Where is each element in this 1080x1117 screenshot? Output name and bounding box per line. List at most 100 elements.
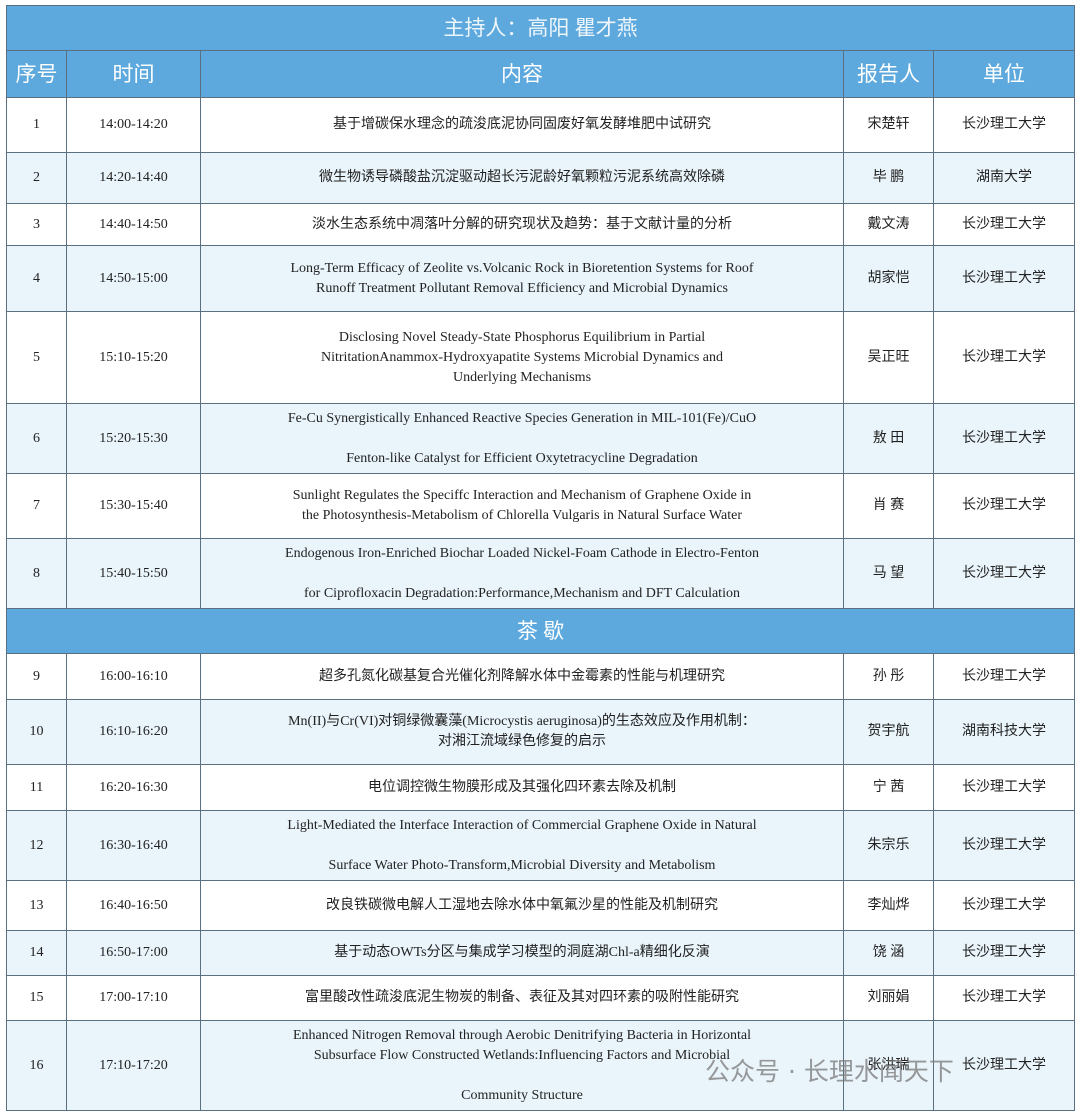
schedule-table: 主持人：高阳 瞿才燕 序号 时间 内容 报告人 单位 1 14:00-14:20 基于增碳保水理…	[5, 5, 1076, 1111]
table-cell: 张洪瑞	[843, 1020, 934, 1111]
table-row: 14 16:50-17:00 基于动态OWTs分区与集成学习模型的洞庭湖Chl-a精…	[6, 930, 1076, 976]
column-header: 内容	[200, 50, 844, 98]
table-cell: 敖 田	[843, 403, 934, 474]
table-cell: 马 望	[843, 538, 934, 609]
table-cell: 15:40-15:50	[66, 538, 201, 609]
table-cell: 宋楚轩	[843, 97, 934, 153]
table-cell: 16:40-16:50	[66, 880, 201, 931]
table-title: 主持人：高阳 瞿才燕	[5, 5, 1076, 51]
table-cell: 16:50-17:00	[66, 930, 201, 976]
table-cell: 饶 涵	[843, 930, 934, 976]
table-cell: 14:00-14:20	[66, 97, 201, 153]
table-cell: 4	[6, 245, 67, 312]
table-cell: 16:30-16:40	[66, 810, 201, 881]
table-cell: Disclosing Novel Steady-State Phosphorus…	[200, 311, 844, 404]
table-cell: 长沙理工大学	[932, 1020, 1076, 1111]
table-cell: 长沙理工大学	[932, 245, 1076, 312]
table-cell: 2	[6, 152, 67, 204]
table-cell: 15:30-15:40	[66, 473, 201, 539]
table-cell: Sunlight Regulates the Speciffc Interact…	[200, 473, 844, 539]
table-cell: 孙 彤	[843, 653, 934, 700]
table-cell: 3	[6, 203, 67, 246]
table-cell: 15:20-15:30	[66, 403, 201, 474]
table-cell: 17:00-17:10	[66, 975, 201, 1021]
table-cell: 富里酸改性疏浚底泥生物炭的制备、表征及其对四环素的吸附性能研究	[200, 975, 844, 1021]
table-row: 1 14:00-14:20 基于增碳保水理念的疏浚底泥协同固废好氧发酵堆肥中试研究宋…	[6, 97, 1076, 153]
table-cell: 13	[6, 880, 67, 931]
table-cell: 李灿烨	[843, 880, 934, 931]
table-row: 7 15:30-15:40 Sunlight Regulates the Speci…	[6, 473, 1076, 539]
table-cell: 11	[6, 764, 67, 811]
table-cell: 长沙理工大学	[932, 880, 1076, 931]
table-row: 12 16:30-16:40 Light-Mediated the Interfac…	[6, 810, 1076, 881]
table-cell: 14:20-14:40	[66, 152, 201, 204]
table-cell: 10	[6, 699, 67, 765]
table-cell: 长沙理工大学	[932, 810, 1076, 881]
table-row: 16 17:10-17:20 Enhanced Nitrogen Removal t…	[6, 1020, 1076, 1111]
table-cell: 7	[6, 473, 67, 539]
column-header: 时间	[66, 50, 201, 98]
table-cell: 胡家恺	[843, 245, 934, 312]
table-row: 5 15:10-15:20 Disclosing Novel Steady-Stat…	[6, 311, 1076, 404]
column-header: 报告人	[843, 50, 934, 98]
table-cell: Mn(II)与Cr(VI)对铜绿微囊藻(Microcystis aerugino…	[200, 699, 844, 765]
column-header: 单位	[932, 50, 1076, 98]
table-cell: 刘丽娟	[843, 975, 934, 1021]
table-row: 6 15:20-15:30 Fe-Cu Synergistically Enhanc…	[6, 403, 1076, 474]
table-cell: 基于增碳保水理念的疏浚底泥协同固废好氧发酵堆肥中试研究	[200, 97, 844, 153]
table-cell: 长沙理工大学	[932, 473, 1076, 539]
table-cell: 17:10-17:20	[66, 1020, 201, 1111]
table-cell: 16:00-16:10	[66, 653, 201, 700]
table-cell: 9	[6, 653, 67, 700]
table-cell: 长沙理工大学	[932, 311, 1076, 404]
table-cell: 1	[6, 97, 67, 153]
table-row: 10 16:10-16:20 Mn(II)与Cr(VI)对铜绿微囊藻(Microcy…	[6, 699, 1076, 765]
table-cell: 朱宗乐	[843, 810, 934, 881]
table-cell: 戴文涛	[843, 203, 934, 246]
table-cell: 8	[6, 538, 67, 609]
table-cell: 毕 鹏	[843, 152, 934, 204]
break-row: 茶 歇	[5, 608, 1076, 654]
table-cell: 超多孔氮化碳基复合光催化剂降解水体中金霉素的性能与机理研究	[200, 653, 844, 700]
table-cell: 6	[6, 403, 67, 474]
table-cell: 长沙理工大学	[932, 930, 1076, 976]
watermark: 公众号 · 长理水闻天下	[705, 1057, 954, 1086]
table-cell: 湖南大学	[932, 152, 1076, 204]
table-row: 13 16:40-16:50 改良铁碳微电解人工湿地去除水体中氧氟沙星的性能及机制研…	[6, 880, 1076, 931]
table-row: 9 16:00-16:10 超多孔氮化碳基复合光催化剂降解水体中金霉素的性能与机理研…	[6, 653, 1076, 700]
table-cell: 5	[6, 311, 67, 404]
table-cell: 长沙理工大学	[932, 764, 1076, 811]
table-cell: 14	[6, 930, 67, 976]
table-cell: 改良铁碳微电解人工湿地去除水体中氧氟沙星的性能及机制研究	[200, 880, 844, 931]
table-cell: 肖 赛	[843, 473, 934, 539]
table-cell: 16:10-16:20	[66, 699, 201, 765]
column-header: 序号	[6, 50, 67, 98]
table-cell: 基于动态OWTs分区与集成学习模型的洞庭湖Chl-a精细化反演	[200, 930, 844, 976]
table-cell: 淡水生态系统中凋落叶分解的研究现状及趋势：基于文献计量的分析	[200, 203, 844, 246]
table-row: 15 17:00-17:10 富里酸改性疏浚底泥生物炭的制备、表征及其对四环素的吸附…	[6, 975, 1076, 1021]
table-cell: Enhanced Nitrogen Removal through Aerobi…	[200, 1020, 844, 1111]
table-row: 主持人：高阳 瞿才燕	[5, 5, 1076, 51]
table-row: 2 14:20-14:40 微生物诱导磷酸盐沉淀驱动超长污泥龄好氧颗粒污泥系统高效除…	[6, 152, 1076, 204]
table-cell: 电位调控微生物膜形成及其强化四环素去除及机制	[200, 764, 844, 811]
table-cell: 吴正旺	[843, 311, 934, 404]
table-cell: 贺宇航	[843, 699, 934, 765]
table-row: 4 14:50-15:00 Long-Term Efficacy of Zeolit…	[6, 245, 1076, 312]
table-cell: 长沙理工大学	[932, 538, 1076, 609]
table-row: 8 15:40-15:50 Endogenous Iron-Enriched Bio…	[6, 538, 1076, 609]
table-row: 序号 时间 内容 报告人 单位	[6, 50, 1076, 98]
table-cell: 湖南科技大学	[932, 699, 1076, 765]
table-cell: Long-Term Efficacy of Zeolite vs.Volcani…	[200, 245, 844, 312]
table-cell: 长沙理工大学	[932, 653, 1076, 700]
table-cell: 15:10-15:20	[66, 311, 201, 404]
table-cell: 12	[6, 810, 67, 881]
table-cell: 15	[6, 975, 67, 1021]
table-cell: 微生物诱导磷酸盐沉淀驱动超长污泥龄好氧颗粒污泥系统高效除磷	[200, 152, 844, 204]
table-cell: 14:50-15:00	[66, 245, 201, 312]
table-cell: 14:40-14:50	[66, 203, 201, 246]
table-cell: Light-Mediated the Interface Interaction…	[200, 810, 844, 881]
table-row: 茶 歇	[5, 608, 1076, 654]
table-cell: Endogenous Iron-Enriched Biochar Loaded …	[200, 538, 844, 609]
table-cell: 16	[6, 1020, 67, 1111]
